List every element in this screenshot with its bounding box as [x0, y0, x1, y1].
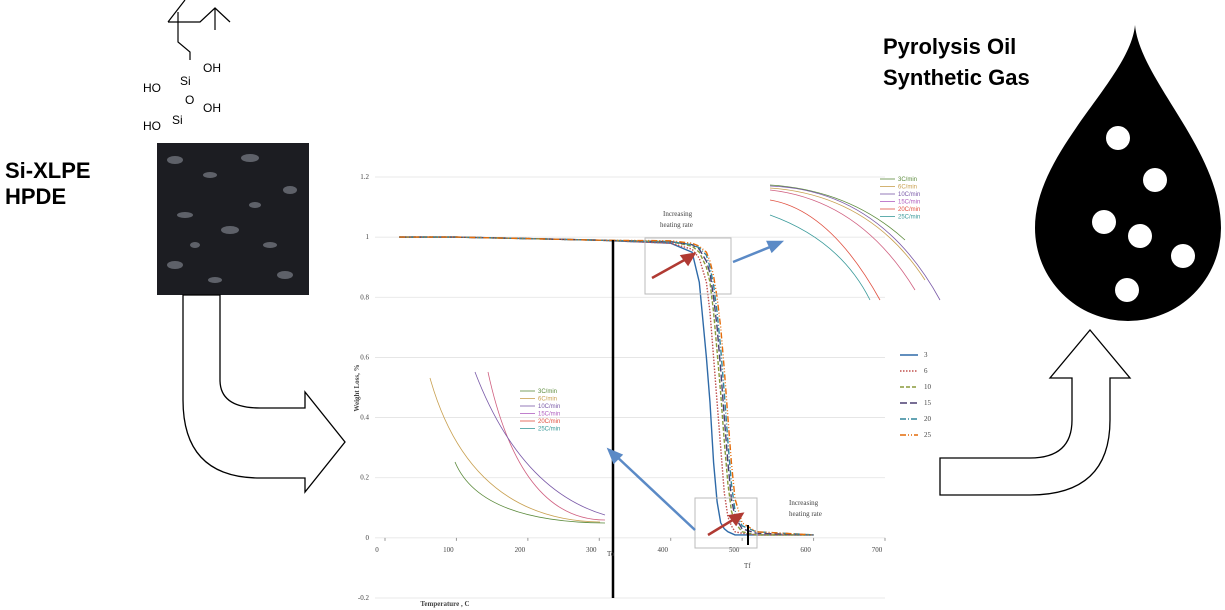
- legend-label: 20: [924, 415, 932, 423]
- series-line: [399, 237, 813, 535]
- annotation: Increasing: [789, 499, 819, 507]
- x-tick-label: 200: [515, 546, 526, 554]
- material-label: Si-XLPE: [5, 158, 91, 183]
- annotation: heating rate: [789, 510, 822, 518]
- x-tick-label: 400: [657, 546, 668, 554]
- atom: HO: [143, 81, 161, 95]
- y-tick-label: 1: [366, 233, 370, 241]
- atom: Si: [172, 113, 183, 127]
- atom: Si: [180, 74, 191, 88]
- legend-label: 15: [924, 399, 932, 407]
- y-axis-label: Weight Loss, %: [353, 364, 361, 411]
- y-tick-label: 0.4: [360, 414, 369, 422]
- annotation: To: [607, 550, 615, 558]
- inset-legend-label: 6C/min: [898, 185, 917, 191]
- inset-legend-label: 3C/min: [538, 389, 557, 395]
- y-tick-label: 0: [366, 534, 370, 542]
- inset-curves: [430, 185, 940, 523]
- x-tick-label: 700: [872, 546, 883, 554]
- oil-droplet: [1035, 25, 1221, 321]
- x-tick-label: 300: [586, 546, 597, 554]
- series-line: [399, 237, 813, 535]
- inset-legend-label: 20C/min: [898, 207, 920, 213]
- y-tick-label: 0.2: [360, 474, 369, 482]
- atom: HO: [143, 119, 161, 133]
- legend-label: 3: [924, 351, 928, 359]
- x-axis-label: Temperature , C: [420, 600, 469, 608]
- inset-legend-label: 10C/min: [898, 192, 920, 198]
- x-tick-label: 500: [729, 546, 740, 554]
- legend-label: 25: [924, 431, 932, 439]
- y-tick-label: 0.8: [360, 293, 369, 301]
- atom: O: [185, 93, 194, 107]
- inset-legend-label: 10C/min: [538, 404, 560, 410]
- inset-legend-label: 6C/min: [538, 397, 557, 403]
- graphical-abstract: OH HO Si O OH HO Si Si-XLPE HPDE Pyrolys…: [0, 0, 1225, 610]
- atom: OH: [203, 101, 221, 115]
- inset-legend-label: 3C/min: [898, 177, 917, 183]
- zoom-arrows: [609, 242, 781, 530]
- inset-legend-label: 25C/min: [538, 427, 560, 433]
- series-line: [399, 237, 813, 535]
- legend-label: 6: [924, 367, 928, 375]
- product-label: Pyrolysis Oil: [883, 34, 1016, 59]
- inset-legend-label: 15C/min: [538, 412, 560, 418]
- legend-label: 10: [924, 383, 932, 391]
- structure-labels: OH HO Si O OH HO Si: [143, 61, 221, 133]
- material-label: HPDE: [5, 184, 66, 209]
- x-tick-label: 600: [800, 546, 811, 554]
- x-tick-label: 0: [375, 546, 379, 554]
- annotation: heating rate: [660, 221, 693, 229]
- series-line: [399, 237, 813, 535]
- series-line: [399, 237, 813, 535]
- inset-legend-label: 20C/min: [538, 419, 560, 425]
- annotation: Tf: [744, 562, 751, 570]
- product-label: Synthetic Gas: [883, 65, 1030, 90]
- y-tick-label: 0.6: [360, 353, 369, 361]
- annotation: Increasing: [663, 210, 693, 218]
- arrow: [183, 295, 345, 492]
- arrow: [940, 330, 1130, 495]
- inset-legend-label: 25C/min: [898, 215, 920, 221]
- atom: OH: [203, 61, 221, 75]
- x-tick-label: 100: [443, 546, 454, 554]
- y-tick-label: -0.2: [358, 594, 370, 602]
- y-tick-label: 1.2: [360, 173, 369, 181]
- inset-legend-label: 15C/min: [898, 200, 920, 206]
- series-line: [399, 237, 813, 535]
